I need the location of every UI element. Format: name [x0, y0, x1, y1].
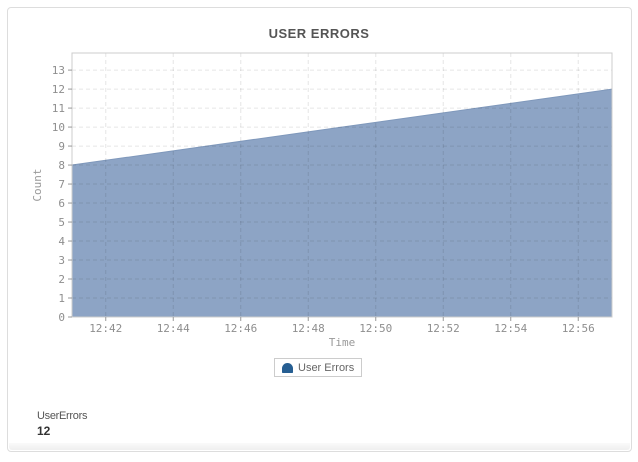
x-tick-label: 12:56: [562, 322, 595, 335]
x-tick-label: 12:54: [494, 322, 527, 335]
x-tick-label: 12:52: [427, 322, 460, 335]
y-tick-label: 5: [58, 216, 65, 229]
summary-metric-value: 12: [37, 424, 51, 438]
chart-title: USER ERRORS: [268, 26, 370, 41]
y-tick-label: 6: [58, 197, 65, 210]
y-tick-label: 12: [52, 83, 65, 96]
x-tick-label: 12:48: [292, 322, 325, 335]
area-series-edge: [71, 88, 613, 166]
y-tick-label: 13: [52, 64, 65, 77]
y-tick-label: 1: [58, 292, 65, 305]
panel-footer-strip: [9, 443, 630, 450]
y-tick-label: 8: [58, 159, 65, 172]
y-tick-label: 9: [58, 140, 65, 153]
legend-user-errors[interactable]: User Errors: [274, 358, 363, 377]
x-tick-label: 12:44: [157, 322, 190, 335]
area-series-marker-icon: [282, 362, 293, 373]
summary-metric-label: UserErrors: [37, 410, 88, 422]
y-tick-label: 11: [52, 102, 65, 115]
x-tick-label: 12:42: [89, 322, 122, 335]
y-tick-label: 10: [52, 121, 65, 134]
x-axis-title: Time: [329, 336, 356, 349]
y-axis-title: Count: [31, 168, 44, 201]
x-tick-label: 12:50: [359, 322, 392, 335]
y-tick-label: 3: [58, 254, 65, 267]
y-tick-label: 4: [58, 235, 65, 248]
x-tick-label: 12:46: [224, 322, 257, 335]
y-tick-label: 7: [58, 178, 65, 191]
y-tick-label: 2: [58, 273, 65, 286]
y-tick-label: 0: [58, 311, 65, 324]
plot-border: [71, 52, 613, 318]
legend-label: User Errors: [298, 361, 355, 374]
